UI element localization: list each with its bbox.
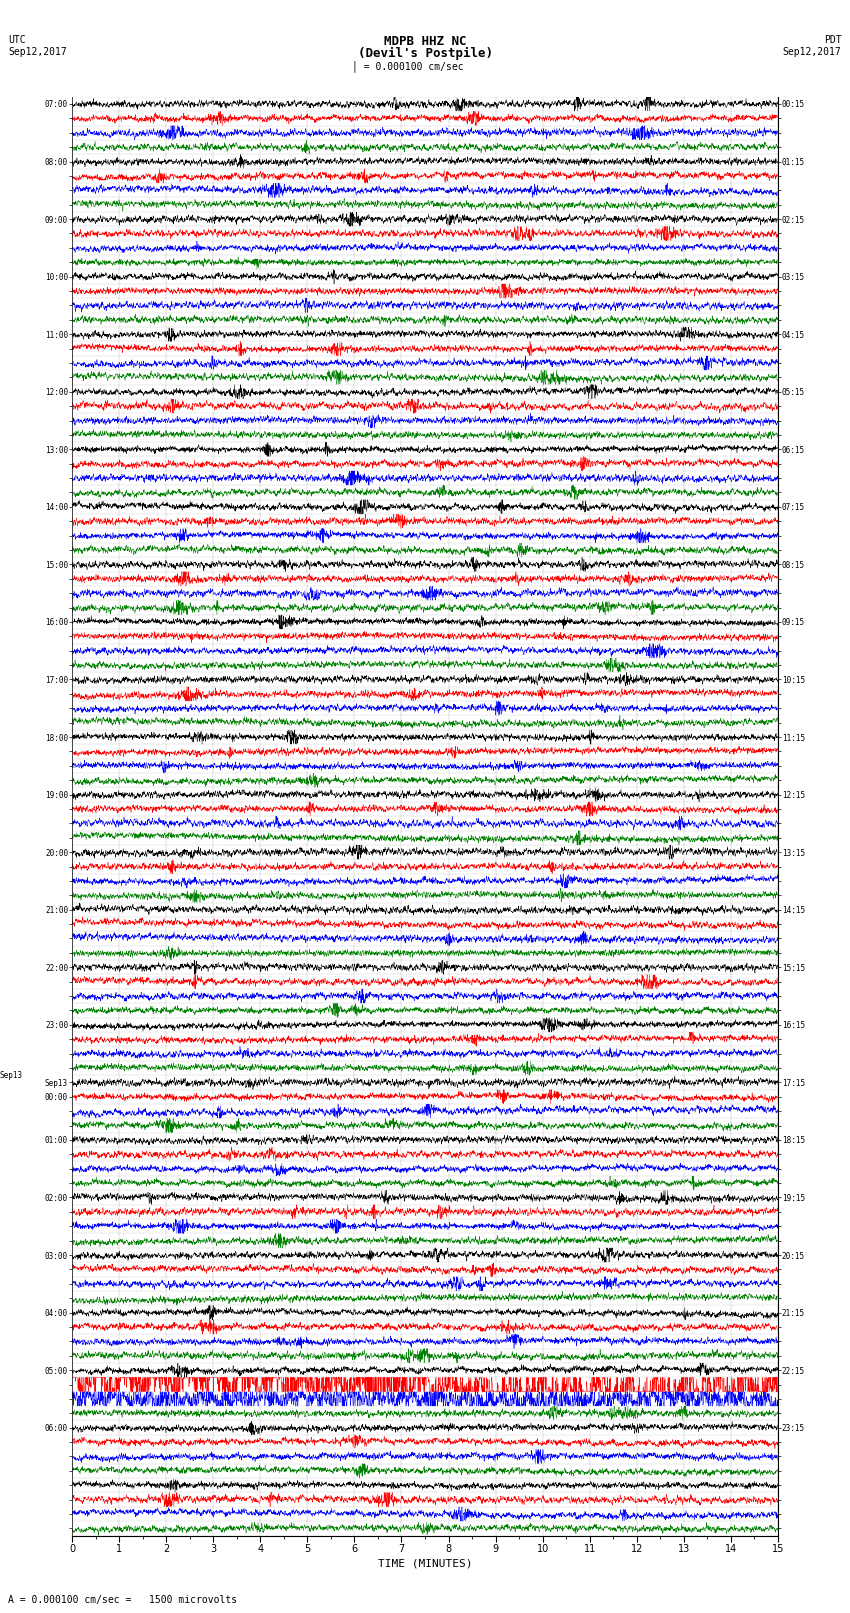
Text: A = 0.000100 cm/sec =   1500 microvolts: A = 0.000100 cm/sec = 1500 microvolts — [8, 1595, 238, 1605]
Text: │ = 0.000100 cm/sec: │ = 0.000100 cm/sec — [352, 60, 464, 71]
Text: Sep13: Sep13 — [0, 1071, 23, 1081]
X-axis label: TIME (MINUTES): TIME (MINUTES) — [377, 1558, 473, 1568]
Text: UTC: UTC — [8, 35, 26, 45]
Text: (Devil's Postpile): (Devil's Postpile) — [358, 47, 492, 60]
Text: Sep12,2017: Sep12,2017 — [8, 47, 67, 56]
Text: MDPB HHZ NC: MDPB HHZ NC — [383, 35, 467, 48]
Text: PDT: PDT — [824, 35, 842, 45]
Text: Sep12,2017: Sep12,2017 — [783, 47, 842, 56]
